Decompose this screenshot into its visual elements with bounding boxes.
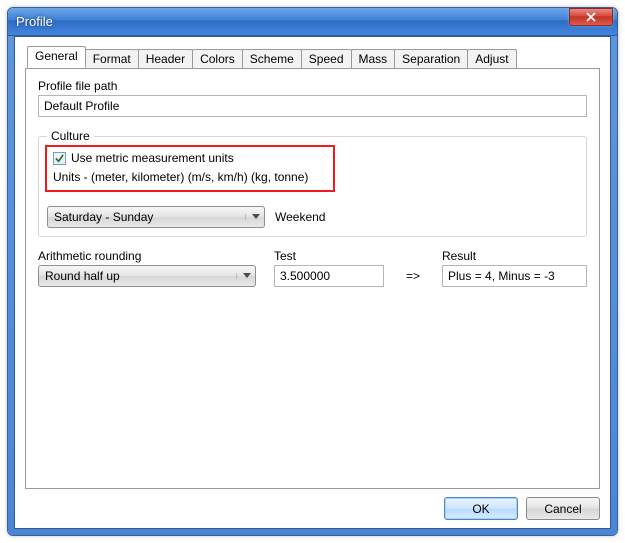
titlebar: Profile (8, 8, 617, 36)
metric-checkbox-label: Use metric measurement units (71, 151, 234, 165)
test-label: Test (274, 249, 384, 263)
profile-path-label: Profile file path (38, 79, 587, 93)
test-input[interactable] (274, 265, 384, 287)
weekend-combo-value: Saturday - Sunday (54, 210, 153, 224)
profile-path-input[interactable] (38, 95, 587, 117)
tabstrip: General Format Header Colors Scheme Spee… (25, 47, 600, 68)
dialog-window: Profile General Format Header Colors Sch… (7, 7, 618, 536)
tab-mass[interactable]: Mass (351, 49, 396, 69)
ok-button[interactable]: OK (444, 497, 518, 520)
rounding-label: Arithmetic rounding (38, 249, 256, 263)
units-text: Units - (meter, kilometer) (m/s, km/h) (… (53, 170, 327, 184)
rounding-combo[interactable]: Round half up (38, 265, 256, 287)
checkbox-icon (53, 152, 66, 165)
metric-checkbox[interactable]: Use metric measurement units (53, 151, 234, 165)
tab-speed[interactable]: Speed (301, 49, 352, 69)
chevron-down-icon (236, 273, 251, 279)
client-area: General Format Header Colors Scheme Spee… (14, 36, 611, 529)
weekend-label: Weekend (275, 210, 325, 224)
weekend-row: Saturday - Sunday Weekend (47, 206, 578, 228)
tab-header[interactable]: Header (138, 49, 193, 69)
result-output (442, 265, 587, 287)
cancel-button[interactable]: Cancel (526, 497, 600, 520)
tab-panel-general: Profile file path Culture U (25, 68, 600, 489)
tab-separation[interactable]: Separation (394, 49, 468, 69)
tab-adjust[interactable]: Adjust (467, 49, 516, 69)
profile-path-section: Profile file path (38, 79, 587, 117)
chevron-down-icon (245, 214, 260, 220)
weekend-combo[interactable]: Saturday - Sunday (47, 206, 265, 228)
culture-group: Culture Use metric measurement units Uni… (38, 129, 587, 237)
tab-format[interactable]: Format (85, 49, 139, 69)
rounding-combo-value: Round half up (45, 269, 120, 283)
window-frame: General Format Header Colors Scheme Spee… (8, 36, 617, 535)
window-title: Profile (16, 14, 53, 29)
culture-highlight: Use metric measurement units Units - (me… (45, 145, 335, 192)
close-icon (586, 12, 596, 22)
result-label: Result (442, 249, 587, 263)
tab-general[interactable]: General (27, 46, 86, 68)
rounding-row: Arithmetic rounding Round half up Test (38, 249, 587, 287)
tab-colors[interactable]: Colors (192, 49, 243, 69)
tab-scheme[interactable]: Scheme (242, 49, 302, 69)
culture-legend: Culture (47, 129, 94, 143)
dialog-buttons: OK Cancel (25, 497, 600, 520)
result-arrow: => (402, 269, 424, 287)
close-button[interactable] (569, 8, 613, 26)
